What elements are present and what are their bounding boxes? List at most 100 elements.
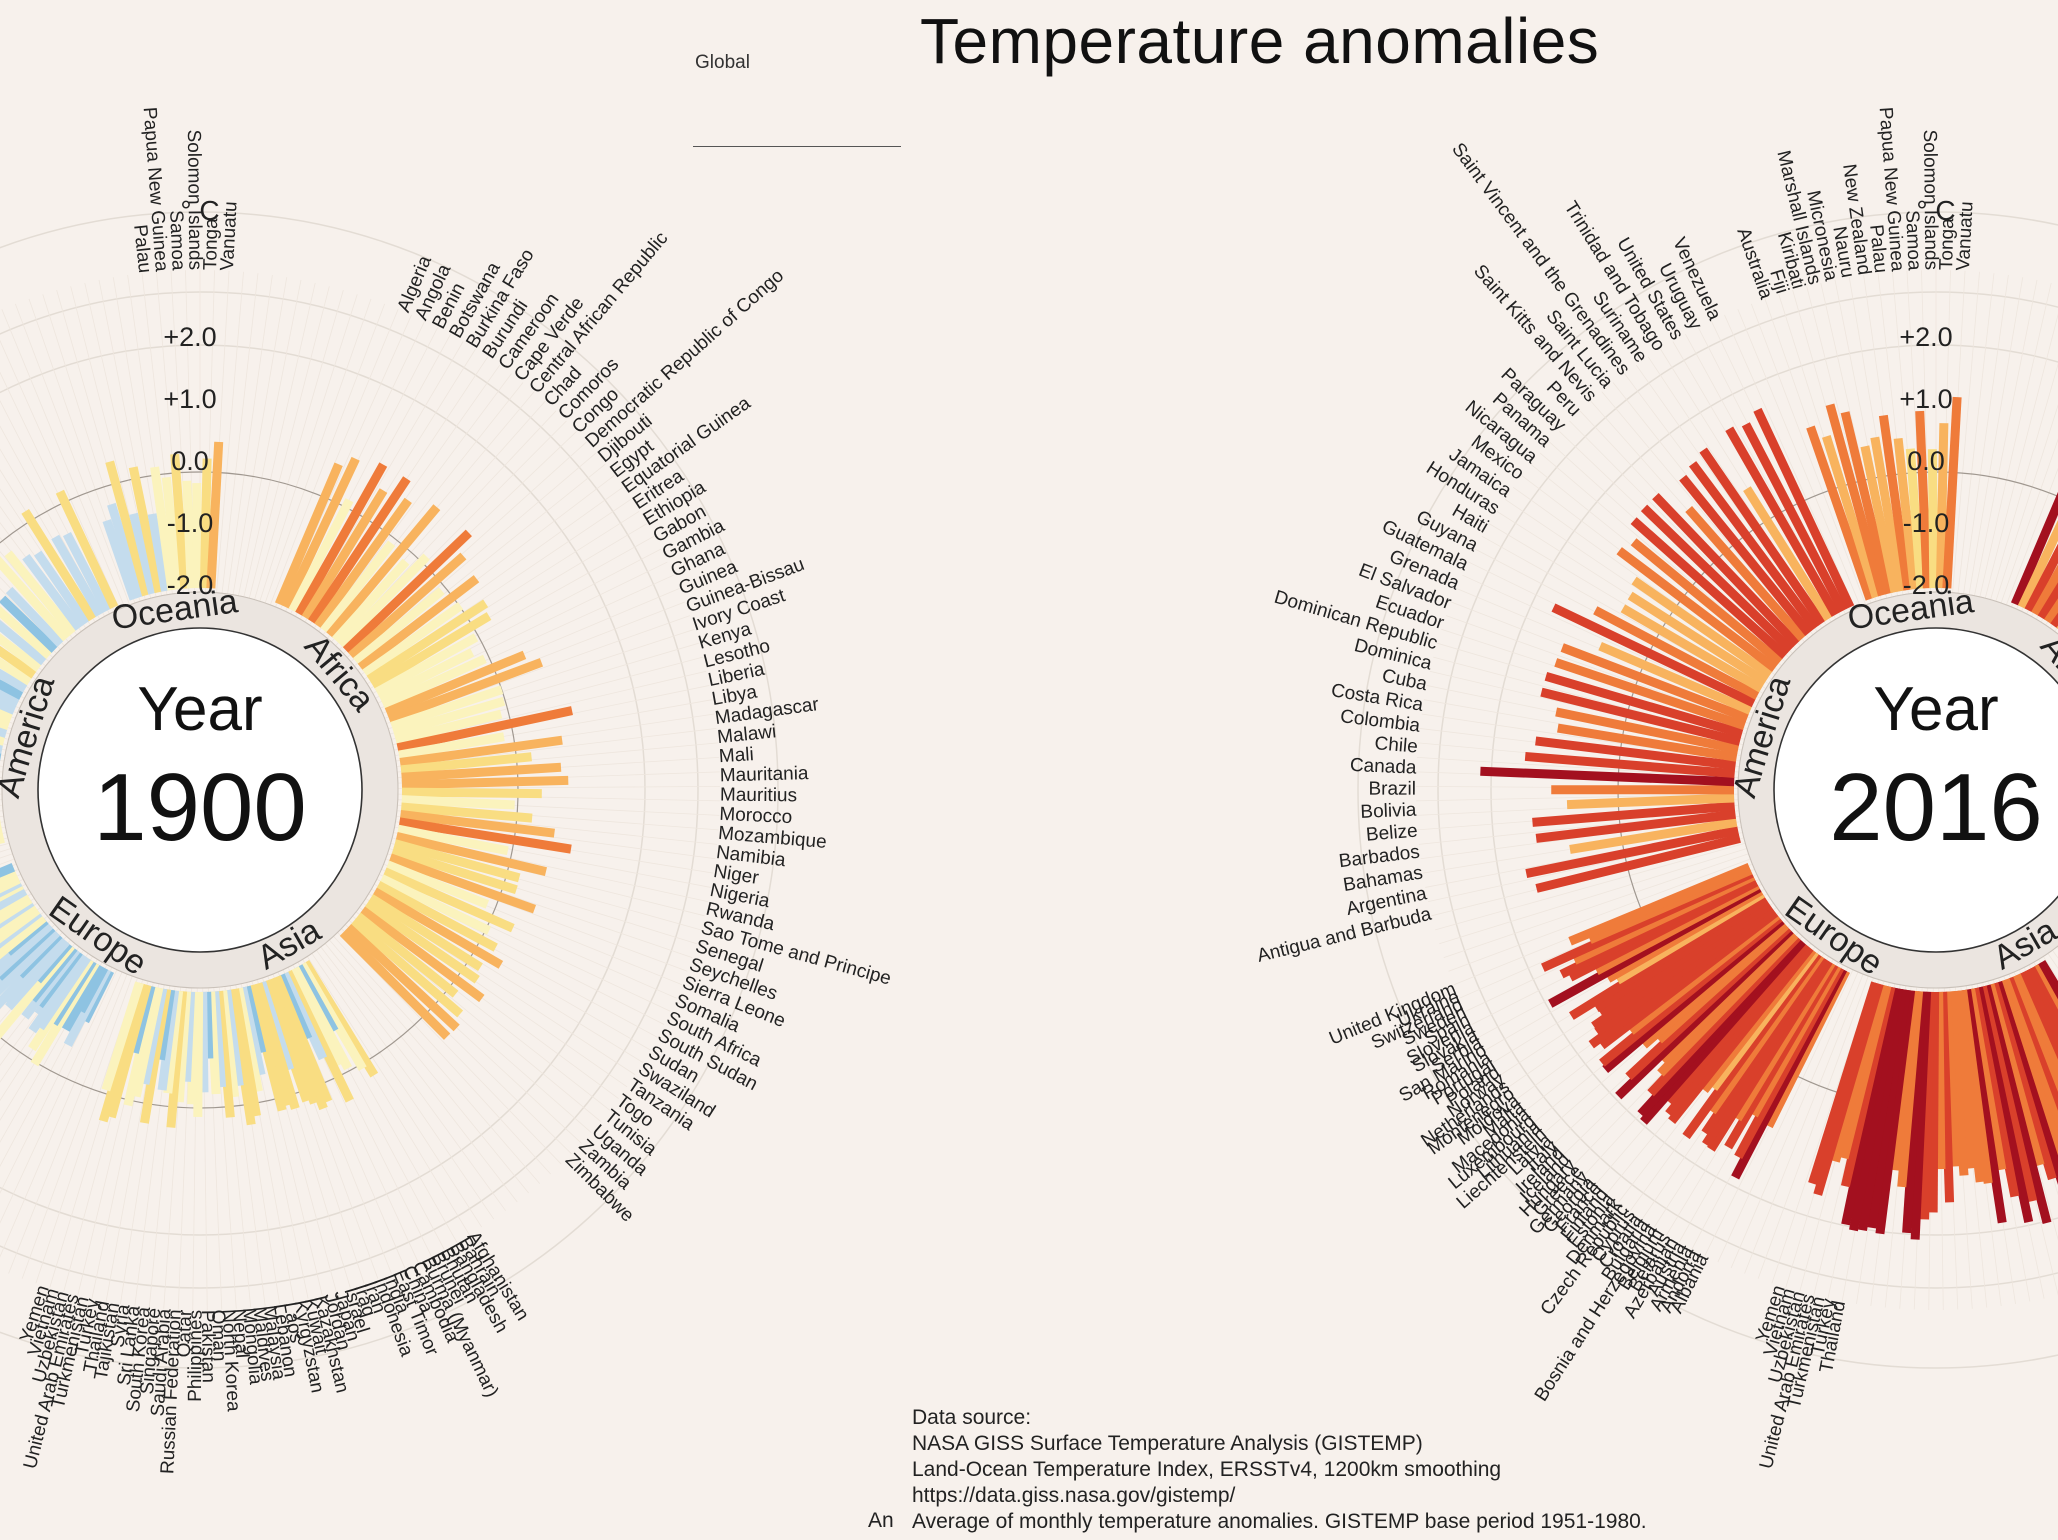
grid-spoke: [264, 298, 372, 604]
bar-2016-east-timor: [2008, 975, 2058, 1099]
grid-spoke: [306, 956, 483, 1228]
grid-spoke: [324, 943, 529, 1194]
bar-1900-senegal: [391, 846, 518, 895]
bar-1900-zimbabwe: [339, 929, 451, 1040]
bar-1900-grenada: [0, 699, 17, 715]
grid-spoke: [221, 273, 259, 594]
bar-2016-marshall-islands: [1840, 411, 1894, 595]
data-source: Data source: NASA GISS Surface Temperatu…: [912, 1405, 1647, 1535]
bar-1900-saint-lucia: [4, 550, 77, 636]
source-line-2: Land-Ocean Temperature Index, ERSSTv4, 1…: [912, 1458, 1502, 1481]
guide-circle: [0, 211, 779, 1369]
bar-1900-trinidad-and-tobago: [21, 508, 97, 622]
tick-label: +1.0: [163, 384, 216, 414]
year-value: 2016: [1829, 754, 2043, 861]
global-line: [693, 146, 901, 147]
bar-1900-palau: [161, 476, 183, 590]
bar-2016-india: [2004, 976, 2058, 1117]
bar-1900-uruguay: [62, 532, 111, 613]
bar-1900-united-kingdom: [0, 863, 16, 878]
center-disc: [1773, 627, 2058, 953]
grid-spoke: [337, 932, 562, 1165]
bar-2016-qatar: [1920, 991, 1936, 1220]
bar-2016-thailand: [1849, 987, 1904, 1232]
grid-spoke: [1448, 858, 1751, 972]
country-label: Mauritius: [720, 785, 797, 807]
bar-2016-brunei: [2023, 968, 2058, 1041]
grid-spoke: [1724, 314, 1856, 610]
bar-2016-micronesia: [1860, 445, 1900, 594]
bar-2016-samoa: [1915, 410, 1932, 589]
bar-1900-nicaragua: [0, 619, 47, 666]
country-label: Pakistan: [197, 1310, 219, 1383]
grid-spoke: [2005, 467, 2058, 606]
bar-1900-saint-vincent-and-the-grenadines: [22, 553, 83, 631]
bar-1900-papua-new-guinea: [170, 453, 190, 589]
country-label: Tonga: [1936, 218, 1958, 271]
bar-2016-tonga: [1935, 423, 1949, 589]
bar-2016-japan: [1985, 983, 2045, 1167]
bar-2016-vietnam: [1813, 982, 1884, 1196]
bar-2016-botswana: [2031, 564, 2058, 617]
bar-2016-chile: [1524, 751, 1736, 779]
grid-spoke: [21, 975, 133, 1279]
bar-1900-ivory-coast: [390, 685, 504, 731]
bar-1900-sudan: [372, 887, 504, 969]
bar-2016-venezuela: [1753, 407, 1855, 610]
bar-1900-south-sudan: [376, 881, 498, 952]
bar-2016-united-arab-emirates: [1839, 984, 1892, 1160]
grid-spoke: [320, 946, 518, 1203]
bar-2016-jordan: [1981, 984, 2052, 1225]
bar-2016-palau: [1893, 437, 1919, 590]
tick-label: -1.0: [1903, 508, 1950, 538]
source-line-1: NASA GISS Surface Temperature Analysis (…: [912, 1432, 1423, 1455]
bar-2016-sri-lanka: [1875, 989, 1916, 1235]
bar-1900-libya: [398, 732, 505, 760]
bar-1900-united-states: [51, 534, 104, 617]
bar-2016-guyana: [1593, 606, 1760, 700]
bar-2016-philippines: [1928, 991, 1940, 1213]
bar-2016-ecuador: [1554, 658, 1746, 730]
bar-1900-lesotho: [394, 709, 503, 745]
grid-spoke: [316, 949, 506, 1211]
grid-spoke: [1979, 282, 2052, 598]
bar-1900-vanuatu: [206, 441, 224, 589]
bar-1900-liberia: [396, 706, 573, 753]
tick-label: -1.0: [167, 508, 214, 538]
bar-1900-australia: [102, 519, 139, 601]
bar-2016-canada: [1480, 766, 1735, 787]
source-line-4: Average of monthly temperature anomalies…: [912, 1510, 1647, 1533]
grid-spoke: [238, 279, 302, 596]
bar-1900-guyana: [0, 679, 24, 700]
bar-2016-honduras: [1627, 591, 1768, 686]
bar-2016-uzbekistan: [1831, 983, 1888, 1163]
unit-label: ° C: [1916, 195, 1955, 226]
bar-1900-kiribati: [105, 460, 151, 597]
grid-spoke: [0, 971, 123, 1258]
bar-1900-madagascar: [399, 735, 563, 767]
bar-2016-dominica: [1540, 687, 1742, 746]
bar-2016-costa-rica: [1557, 723, 1738, 762]
bar-1900-angola: [281, 456, 360, 610]
country-label: Samoa: [1901, 210, 1925, 271]
bar-2016-dominican-republic: [1544, 672, 1744, 738]
bar-1900-nigeria: [397, 824, 509, 856]
bar-1900-namibia: [399, 809, 555, 838]
bar-1900-haiti: [0, 668, 28, 693]
bar-1900-tonga: [199, 458, 212, 589]
bar-1900-djibouti: [353, 587, 445, 665]
bar-2016-fiji: [1822, 435, 1881, 599]
bar-1900-mauritania: [401, 775, 569, 790]
bar-2016-antigua-and-barbuda: [1535, 833, 1741, 893]
bar-1900-ethiopia: [370, 612, 492, 690]
country-label: Antigua and Barbuda: [1255, 904, 1434, 967]
bar-2016-jamaica: [1631, 576, 1773, 679]
grid-spoke: [1984, 313, 2058, 599]
bar-2016-kyrgyzstan: [1970, 987, 2020, 1198]
bar-2016-grenada: [1598, 642, 1753, 715]
bar-1900-guinea-bissau: [387, 658, 544, 724]
bar-1900-mexico: [0, 633, 42, 672]
bar-2016-argentina: [1525, 825, 1739, 878]
